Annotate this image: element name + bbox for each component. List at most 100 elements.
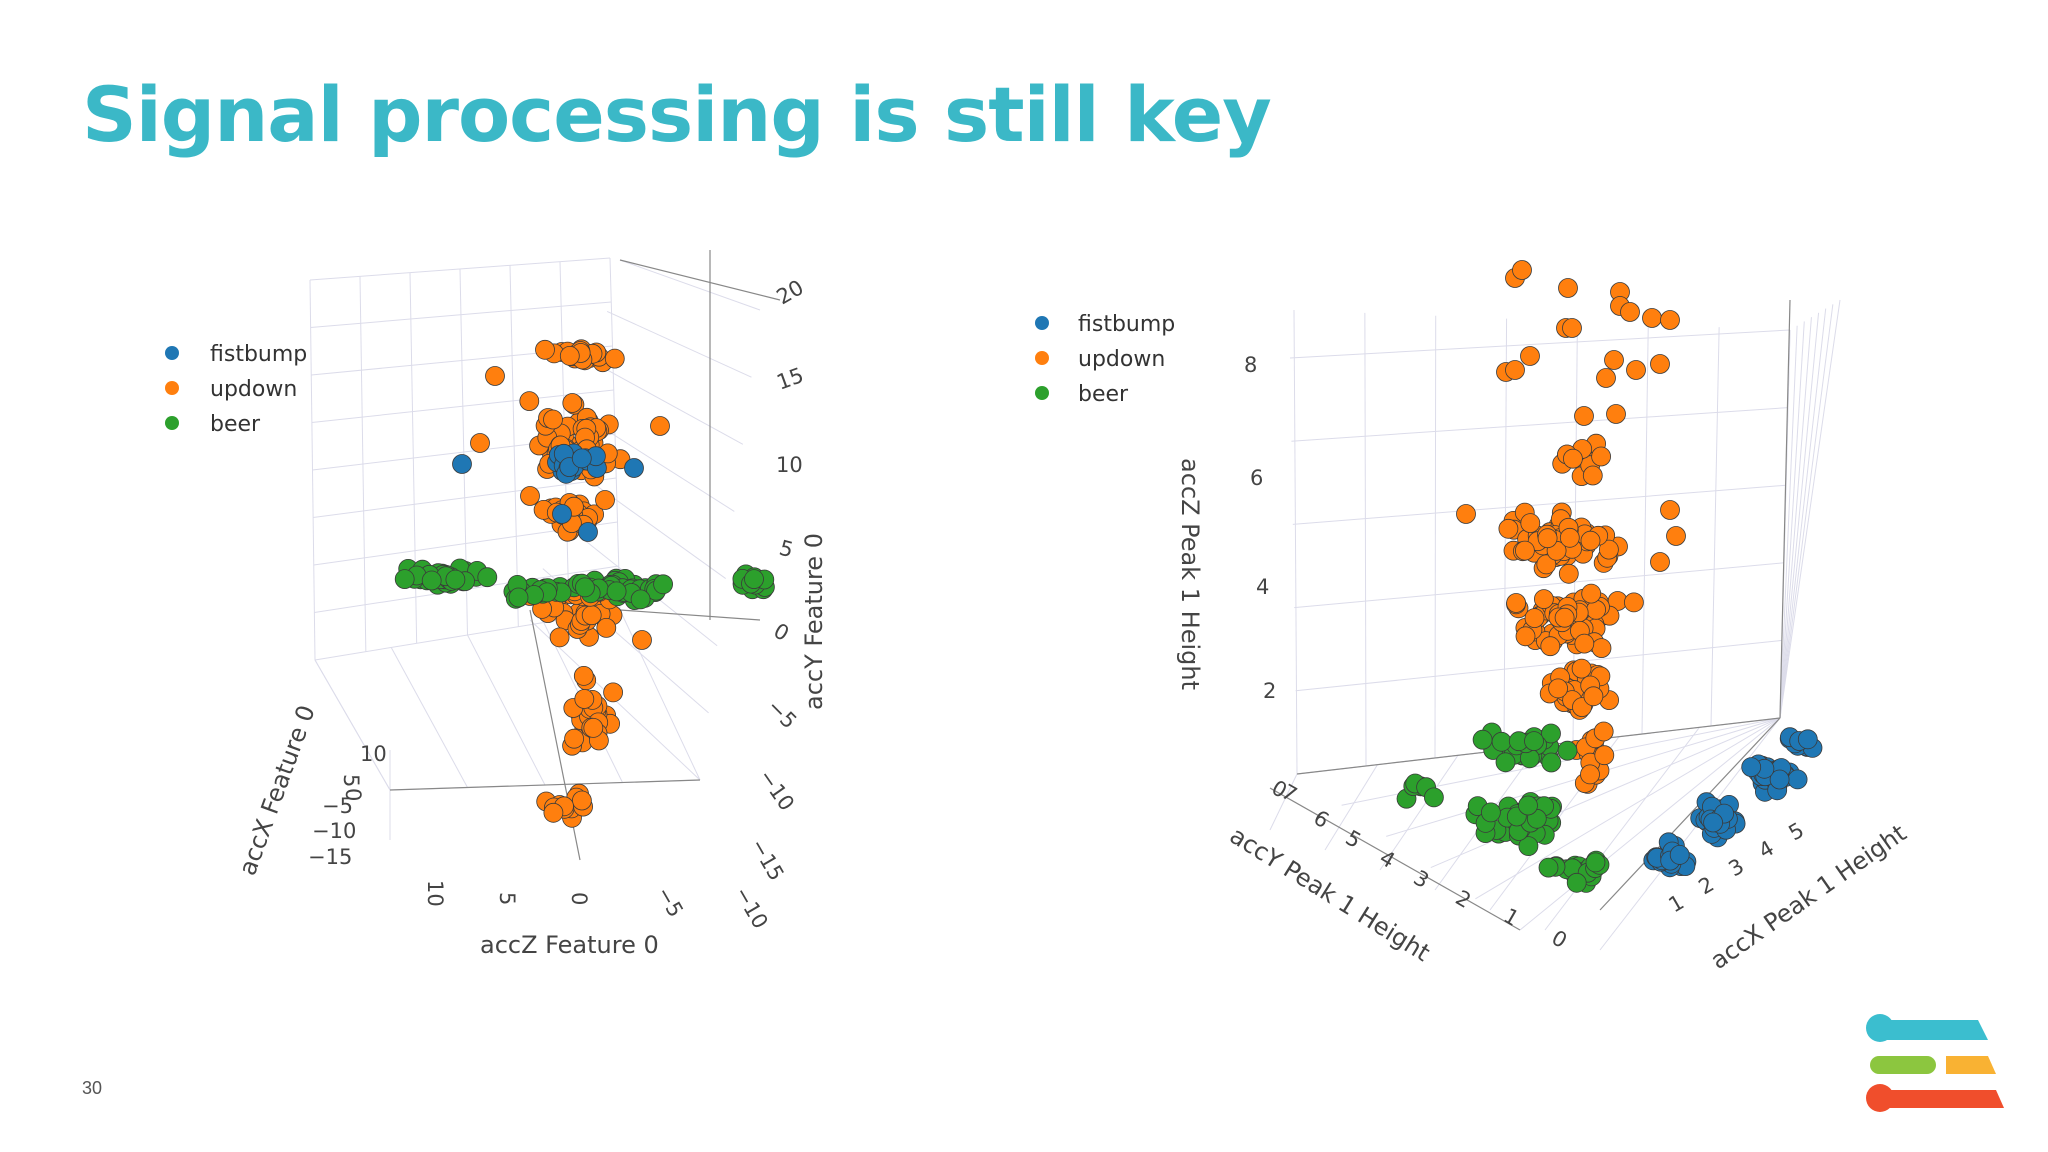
z-axis-ticks: 10 5 0 −5 −10 xyxy=(423,880,773,933)
grid-line xyxy=(1379,755,1459,871)
tick: 5 xyxy=(1785,818,1809,845)
grid-line xyxy=(1779,304,1834,719)
point-updown xyxy=(1624,592,1644,613)
grid-line xyxy=(1434,315,1437,759)
point-updown xyxy=(470,433,490,453)
point-updown xyxy=(1559,527,1580,548)
grid-line xyxy=(619,259,761,311)
tick: 1 xyxy=(1665,890,1689,917)
point-updown xyxy=(572,790,592,811)
point-updown xyxy=(1520,513,1541,534)
grid-line xyxy=(1544,727,1700,931)
tick: 10 xyxy=(360,742,387,766)
point-updown xyxy=(1591,446,1611,467)
z-axis-ticks: 8 6 4 2 0 xyxy=(1244,353,1291,803)
point-beer xyxy=(630,589,651,610)
point-beer xyxy=(1491,731,1512,752)
legend-label-beer: beer xyxy=(210,412,261,437)
tick: 0 xyxy=(770,619,794,646)
tick: −10 xyxy=(730,883,773,933)
tick: −5 xyxy=(652,883,688,922)
point-beer xyxy=(1524,731,1544,751)
point-updown xyxy=(604,348,625,369)
tick: 2 xyxy=(1695,872,1719,899)
grid-line xyxy=(1289,329,1791,359)
logo-yellow-bar xyxy=(1946,1056,1996,1074)
tick: 6 xyxy=(1310,806,1334,833)
grid-line xyxy=(606,310,752,378)
point-updown xyxy=(1593,721,1614,742)
tick: 0 xyxy=(341,788,365,801)
tick: 15 xyxy=(774,363,807,395)
grid-line xyxy=(314,659,391,791)
legend-label-fistbump: fistbump xyxy=(1078,312,1175,337)
grid-line xyxy=(509,265,519,627)
point-updown xyxy=(1558,563,1579,584)
tick: 10 xyxy=(776,453,803,477)
point-updown xyxy=(485,366,505,386)
grid-line xyxy=(594,362,744,445)
point-beer xyxy=(653,574,673,595)
scatter3d-accfeature[interactable]: fistbump updown beer 20 15 10 5 0 −5 −10… xyxy=(60,180,880,980)
grid-line xyxy=(1269,773,1298,831)
grid-line xyxy=(1324,764,1378,851)
legend[interactable]: fistbump updown beer xyxy=(1035,312,1175,407)
point-fistbump xyxy=(1787,769,1808,790)
legend[interactable]: fistbump updown beer xyxy=(165,342,307,437)
tick: 10 xyxy=(423,880,447,907)
grid-line xyxy=(1294,562,1785,609)
point-updown xyxy=(1537,528,1558,549)
point-updown xyxy=(1583,686,1604,707)
point-updown xyxy=(564,728,584,749)
point-updown xyxy=(543,802,564,823)
grid-line xyxy=(1291,407,1789,442)
point-updown xyxy=(1515,540,1535,561)
point-beer xyxy=(445,569,466,590)
scatter-points xyxy=(394,339,775,828)
grid-line xyxy=(1292,484,1787,525)
grid-line xyxy=(1779,299,1791,719)
tick: −5 xyxy=(322,794,353,818)
point-updown xyxy=(543,409,563,430)
legend-label-beer: beer xyxy=(1078,382,1129,407)
axis-title-z: accZ Peak 1 Height xyxy=(1176,458,1204,690)
point-updown xyxy=(1594,745,1615,766)
point-fistbump xyxy=(1741,757,1762,777)
grid-line xyxy=(1475,717,1781,900)
grid-line xyxy=(619,259,781,301)
point-updown xyxy=(581,605,602,626)
legend-marker-fistbump xyxy=(1035,316,1049,330)
point-updown xyxy=(1524,608,1545,629)
point-updown xyxy=(1591,638,1612,659)
legend-marker-fistbump xyxy=(165,346,179,360)
grid-line xyxy=(1641,324,1649,735)
point-updown xyxy=(1506,593,1526,613)
tick: 5 xyxy=(495,892,519,905)
point-updown xyxy=(1580,764,1600,785)
point-updown xyxy=(519,391,540,412)
point-fistbump xyxy=(571,448,592,469)
point-beer xyxy=(1495,752,1516,773)
legend-marker-updown xyxy=(1035,351,1049,365)
tick: 5 xyxy=(1342,826,1366,853)
tick: 1 xyxy=(1500,904,1524,931)
point-updown xyxy=(1580,530,1601,551)
point-beer xyxy=(1472,729,1493,750)
point-beer xyxy=(1481,802,1501,823)
tick: 20 xyxy=(773,275,808,309)
grid-line xyxy=(1430,717,1781,869)
point-updown xyxy=(1520,346,1540,366)
tick: 6 xyxy=(1250,466,1263,490)
scatter3d-peakheight[interactable]: fistbump updown beer 8 6 4 2 0 accZ Peak… xyxy=(960,180,1960,980)
point-beer xyxy=(575,577,595,598)
point-beer xyxy=(1518,795,1538,816)
tick: 2 xyxy=(1452,886,1476,913)
point-updown xyxy=(562,393,583,413)
point-beer xyxy=(1541,752,1562,773)
grid-line xyxy=(467,634,546,786)
point-updown xyxy=(1604,350,1624,370)
point-updown xyxy=(1660,310,1680,330)
grid-line xyxy=(609,257,621,611)
point-updown xyxy=(1574,633,1595,654)
axis-title-y: accY Peak 1 Height xyxy=(1225,821,1435,967)
